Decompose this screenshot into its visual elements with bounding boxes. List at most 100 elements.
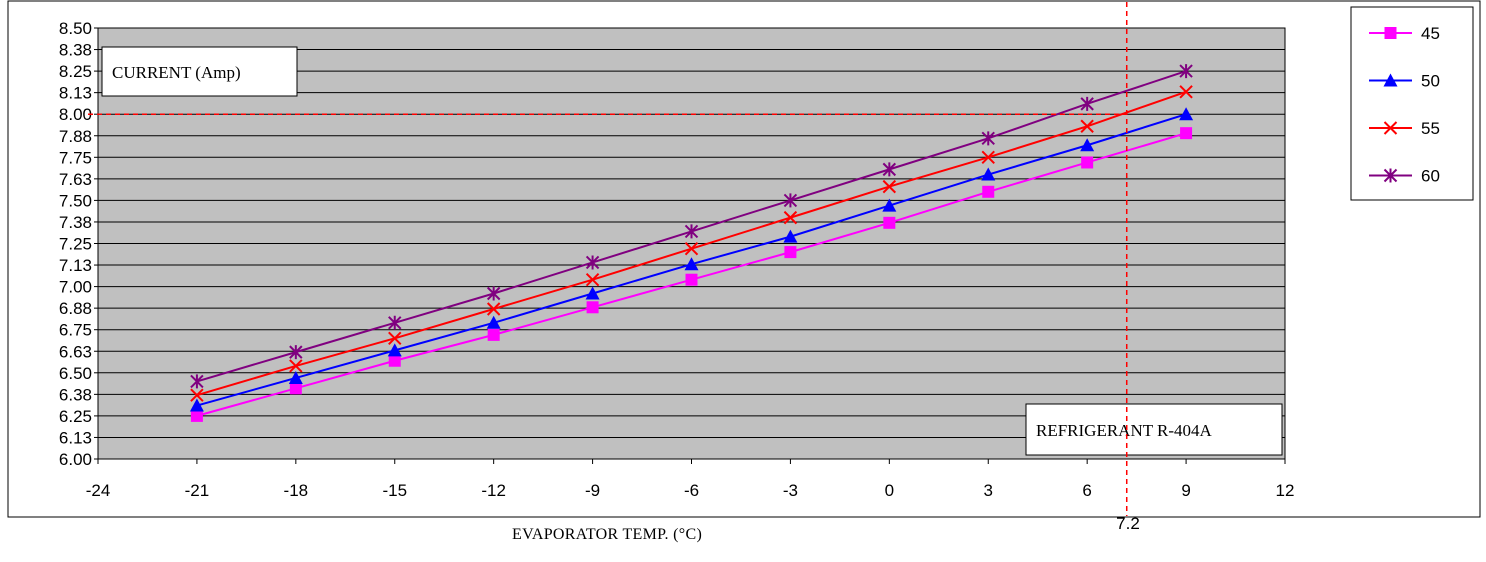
y-tick-label: 7.25 <box>59 235 92 254</box>
y-tick-label: 6.88 <box>59 299 92 318</box>
x-tick-label: -21 <box>185 481 210 500</box>
y-tick-label: 6.63 <box>59 342 92 361</box>
ylabel-box: CURRENT (Amp) <box>101 46 298 97</box>
data-point-45 <box>685 273 698 286</box>
data-point-50 <box>882 198 897 212</box>
y-tick-label: 7.88 <box>59 127 92 146</box>
data-point-60 <box>882 162 897 177</box>
data-point-60 <box>1179 64 1193 79</box>
data-point-45 <box>289 382 302 395</box>
y-tick-label: 8.38 <box>59 41 92 60</box>
x-tick-label: -3 <box>783 481 798 500</box>
data-point-45 <box>883 216 896 229</box>
x-tick-label: -18 <box>284 481 309 500</box>
x-tick-label: -15 <box>382 481 407 500</box>
data-point-50 <box>1179 107 1194 121</box>
y-tick-label: 6.25 <box>59 407 92 426</box>
legend-entry: 50 <box>1369 72 1440 91</box>
data-point-55 <box>882 179 897 194</box>
y-tick-label: 7.75 <box>59 148 92 167</box>
data-point-50 <box>585 286 600 300</box>
data-point-55 <box>783 210 798 225</box>
x-tick-label: 0 <box>885 481 894 500</box>
data-point-60 <box>388 315 402 330</box>
legend-entry: 55 <box>1369 119 1440 138</box>
y-tick-label: 6.13 <box>59 428 92 447</box>
data-point-60 <box>190 374 204 389</box>
data-point-60 <box>783 193 798 208</box>
x-axis: -24 -21 -18 -15 -12 -9 -6 -3 0 3 6 9 12 <box>86 459 1295 500</box>
data-point-50 <box>1080 138 1095 152</box>
data-point-55 <box>388 331 402 346</box>
legend: 45 50 55 60 <box>1350 6 1474 201</box>
y-tick-label: 6.75 <box>59 321 92 340</box>
data-point-55 <box>190 388 204 402</box>
data-point-45 <box>1180 127 1193 140</box>
data-point-50 <box>486 315 501 329</box>
legend-marker-60 <box>1383 168 1398 183</box>
y-tick-label: 8.00 <box>59 105 92 124</box>
data-point-60 <box>1080 96 1094 111</box>
x-tick-label: -6 <box>684 481 699 500</box>
y-tick-label: 7.63 <box>59 170 92 189</box>
y-tick-label: 7.38 <box>59 213 92 232</box>
data-point-60 <box>981 131 995 146</box>
reference-lines <box>88 2 1128 516</box>
data-point-50 <box>981 167 996 181</box>
reference-x-label: 7.2 <box>1116 514 1140 533</box>
data-point-55 <box>684 241 699 256</box>
data-point-45 <box>190 409 203 422</box>
y-tick-label: 8.13 <box>59 84 92 103</box>
legend-entry: 60 <box>1369 167 1440 186</box>
legend-marker-50 <box>1383 73 1398 87</box>
legend-label: 55 <box>1421 119 1440 138</box>
data-point-55 <box>585 272 600 287</box>
annotation-box: REFRIGERANT R-404A <box>1025 403 1283 456</box>
y-tick-label: 7.13 <box>59 256 92 275</box>
data-point-50 <box>288 370 303 384</box>
y-tick-label: 8.50 <box>59 19 92 38</box>
y-tick-label: 6.38 <box>59 385 92 404</box>
data-point-55 <box>1179 85 1193 99</box>
x-tick-label: -24 <box>86 481 111 500</box>
legend-entry: 45 <box>1369 24 1440 43</box>
data-point-45 <box>1081 156 1094 169</box>
x-tick-label: 3 <box>984 481 993 500</box>
x-tick-label: -12 <box>481 481 506 500</box>
data-point-60 <box>289 345 303 360</box>
data-point-45 <box>388 354 401 367</box>
data-point-60 <box>684 224 699 239</box>
y-axis-title: CURRENT (Amp) <box>112 63 241 82</box>
y-tick-label: 7.00 <box>59 278 92 297</box>
data-point-45 <box>784 246 797 259</box>
data-point-50 <box>783 229 798 243</box>
series-group <box>189 64 1194 422</box>
data-point-55 <box>486 302 501 316</box>
x-tick-label: -9 <box>585 481 600 500</box>
data-point-45 <box>487 328 500 341</box>
data-point-50 <box>387 343 402 357</box>
legend-label: 50 <box>1421 72 1440 91</box>
data-point-55 <box>1080 119 1094 133</box>
data-point-55 <box>289 359 303 373</box>
legend-label: 45 <box>1421 24 1440 43</box>
x-tick-label: 6 <box>1082 481 1091 500</box>
legend-marker-45 <box>1384 27 1397 39</box>
data-point-55 <box>981 150 995 165</box>
data-point-60 <box>486 286 501 301</box>
y-tick-label: 6.50 <box>59 364 92 383</box>
y-tick-label: 7.50 <box>59 191 92 210</box>
legend-marker-55 <box>1383 121 1398 135</box>
y-tick-label: 8.25 <box>59 62 92 81</box>
data-point-50 <box>684 257 699 271</box>
x-tick-label: 9 <box>1181 481 1190 500</box>
refrigerant-annotation: REFRIGERANT R-404A <box>1036 421 1213 440</box>
data-point-45 <box>982 185 995 198</box>
x-tick-label: 12 <box>1276 481 1295 500</box>
data-point-60 <box>585 255 600 270</box>
x-axis-title: EVAPORATOR TEMP. (°C) <box>512 526 703 543</box>
legend-label: 60 <box>1421 167 1440 186</box>
y-axis: 6.00 6.13 6.25 6.38 6.50 6.63 6.75 6.88 7.00 7.13… <box>59 19 98 469</box>
data-point-45 <box>586 301 599 314</box>
